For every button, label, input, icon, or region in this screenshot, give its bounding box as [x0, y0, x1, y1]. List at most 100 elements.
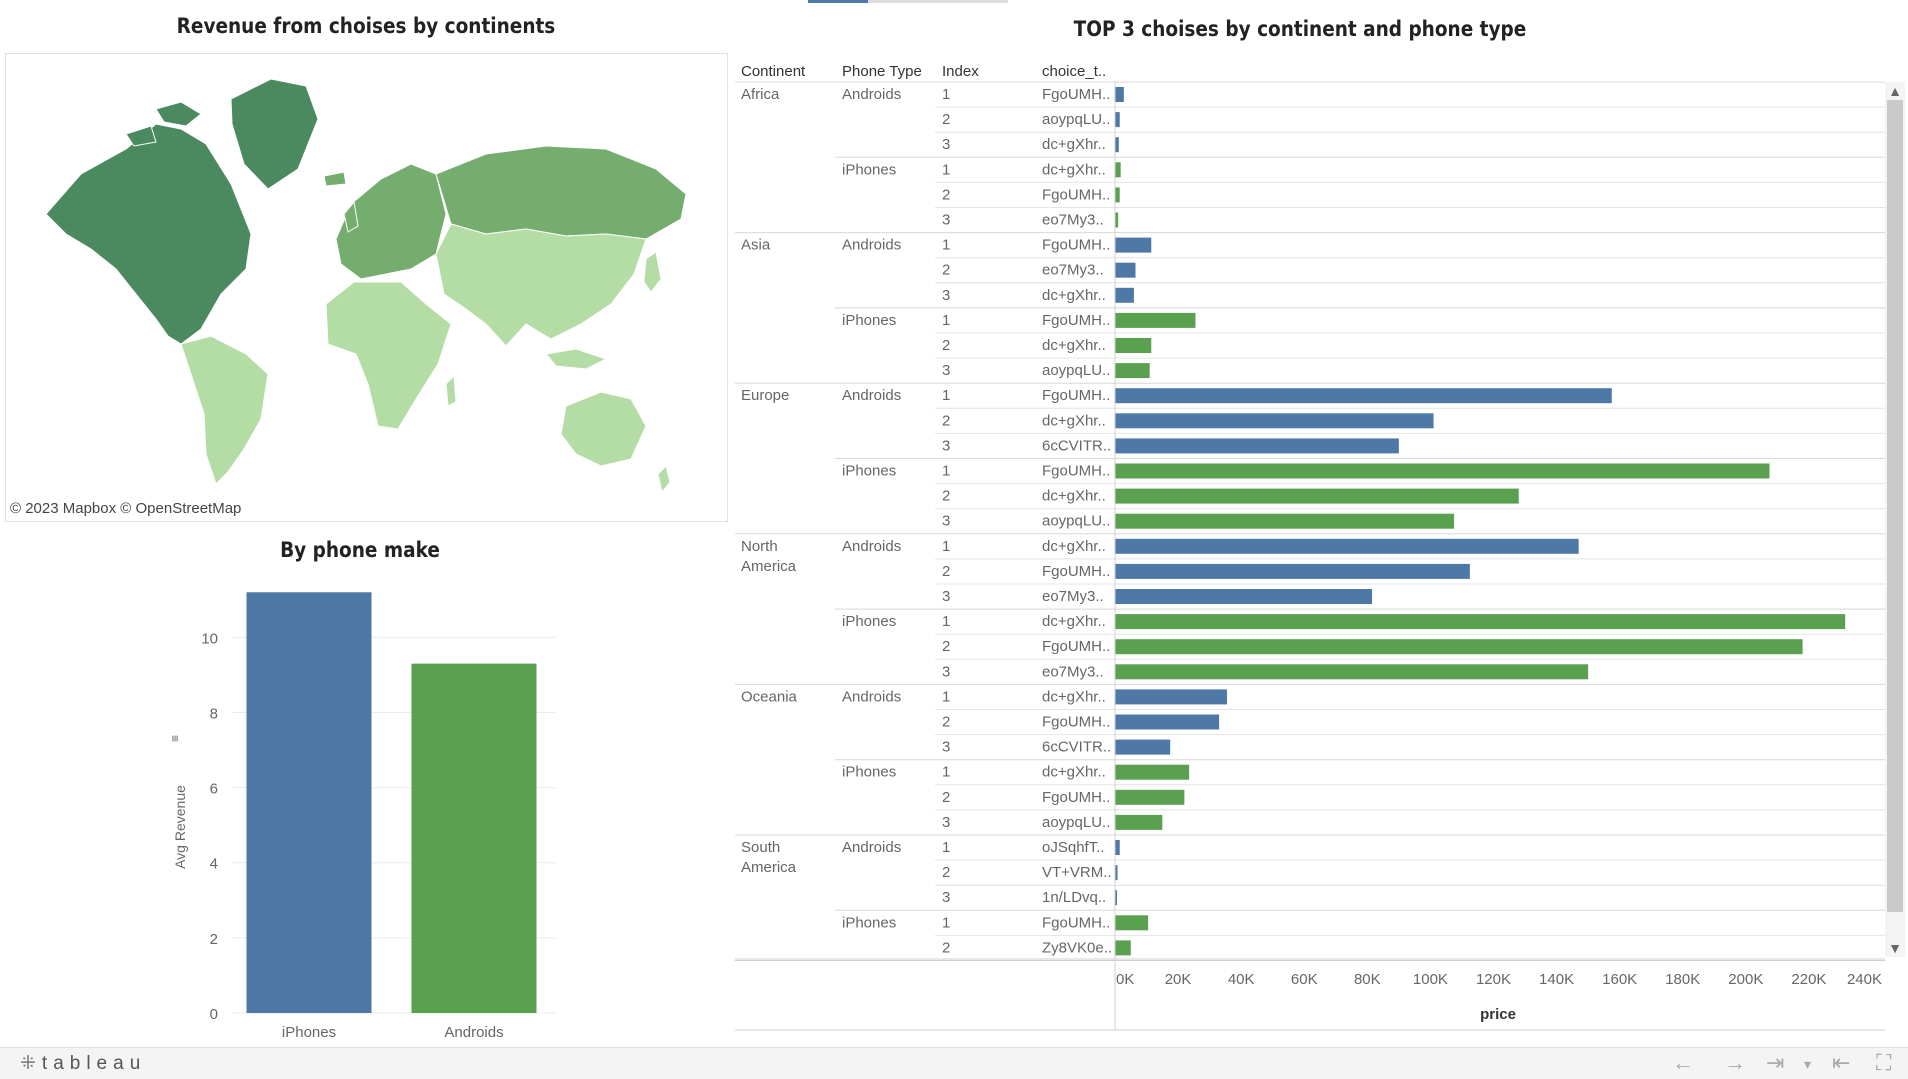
map-arctic-islands[interactable] — [125, 101, 202, 147]
price-bar[interactable] — [1115, 865, 1118, 881]
undo-icon[interactable]: ← — [1672, 1050, 1694, 1075]
price-bar[interactable] — [1115, 915, 1149, 931]
map-iceland[interactable] — [323, 171, 347, 187]
map-north-america[interactable] — [45, 123, 252, 345]
price-bar[interactable] — [1115, 212, 1119, 228]
index-label: 1 — [942, 161, 950, 178]
map-europe[interactable] — [335, 163, 447, 280]
index-label: 1 — [942, 914, 950, 931]
price-bar[interactable] — [1115, 940, 1131, 956]
fullscreen-icon[interactable]: ⛶ — [1876, 1050, 1892, 1075]
map-madagascar[interactable] — [445, 374, 457, 407]
map-se-asia-islands[interactable] — [545, 348, 608, 370]
header-2[interactable]: Index — [942, 63, 979, 80]
price-bar[interactable] — [1115, 438, 1399, 454]
index-label: 3 — [942, 588, 950, 605]
price-bar[interactable] — [1115, 338, 1152, 353]
continent-label: Asia — [741, 237, 771, 254]
price-bar[interactable] — [1115, 563, 1470, 579]
revert-dropdown-icon[interactable]: ▾ — [1804, 1056, 1812, 1072]
choice-label: oJSqhfT.. — [1042, 839, 1105, 856]
reset-icon[interactable]: ⇤ — [1832, 1050, 1851, 1075]
scrollbar-thumb[interactable] — [1887, 100, 1903, 912]
choice-label: VT+VRM.. — [1042, 864, 1112, 881]
index-label: 1 — [942, 86, 950, 103]
map-new-zealand[interactable] — [657, 465, 671, 494]
choice-label: aoypqLU.. — [1042, 513, 1110, 530]
index-label: 1 — [942, 688, 950, 705]
tableau-logo[interactable]: ⁜ tableau — [20, 1052, 146, 1075]
price-bar[interactable] — [1115, 488, 1519, 504]
index-label: 2 — [942, 111, 950, 128]
x-axis-label: price — [1480, 1006, 1516, 1023]
choice-label: aoypqLU.. — [1042, 362, 1110, 379]
price-bar[interactable] — [1115, 840, 1120, 855]
index-label: 3 — [942, 362, 950, 379]
price-bar[interactable] — [1115, 112, 1120, 128]
map-africa[interactable] — [325, 281, 452, 430]
price-bar[interactable] — [1115, 664, 1589, 680]
x-tick-label: 120K — [1476, 971, 1511, 988]
revert-icon[interactable]: ⇥ — [1766, 1050, 1785, 1075]
phone-make-bar-chart: 0 2 4 6 8 10 Avg Revenue ≡ iPhones Androids — [168, 592, 556, 1041]
price-bar[interactable] — [1115, 312, 1196, 328]
price-bar[interactable] — [1115, 137, 1119, 153]
index-label: 2 — [942, 412, 950, 429]
price-bar[interactable] — [1115, 388, 1612, 404]
price-bar[interactable] — [1115, 413, 1434, 429]
index-label: 1 — [942, 237, 950, 254]
choice-label: FgoUMH.. — [1042, 914, 1110, 931]
choice-label: dc+gXhr.. — [1042, 412, 1106, 429]
map-australia[interactable] — [560, 391, 647, 467]
index-label: 2 — [942, 789, 950, 806]
index-label: 1 — [942, 839, 950, 856]
price-bar[interactable] — [1115, 87, 1124, 102]
header-1[interactable]: Phone Type — [842, 63, 922, 80]
continent-label: America — [741, 558, 797, 575]
map-uk[interactable] — [343, 200, 359, 233]
price-bar[interactable] — [1115, 739, 1171, 755]
choice-label: FgoUMH.. — [1042, 563, 1110, 580]
choice-label: 6cCVITR.. — [1042, 739, 1111, 756]
map-south-america[interactable] — [180, 335, 269, 485]
dashboard-tab-indicator[interactable] — [808, 0, 1008, 3]
price-bar[interactable] — [1115, 714, 1220, 730]
x-tick-label: 220K — [1791, 971, 1826, 988]
phone-type-label: iPhones — [842, 312, 896, 329]
price-bar[interactable] — [1115, 639, 1803, 655]
price-bar[interactable] — [1115, 363, 1150, 379]
world-map[interactable] — [6, 54, 727, 521]
price-bar[interactable] — [1115, 538, 1579, 554]
price-bar[interactable] — [1115, 262, 1136, 278]
price-bar[interactable] — [1115, 789, 1185, 805]
price-bar[interactable] — [1115, 162, 1121, 178]
map-greenland[interactable] — [230, 78, 319, 190]
map-asia[interactable] — [435, 223, 647, 347]
redo-icon[interactable]: → — [1724, 1050, 1746, 1075]
bar-androids[interactable] — [411, 663, 537, 1013]
phone-type-label: Androids — [842, 538, 901, 555]
index-label: 1 — [942, 312, 950, 329]
sort-icon[interactable]: ≡ — [168, 735, 182, 742]
map-japan[interactable] — [643, 251, 662, 293]
price-bar[interactable] — [1115, 814, 1163, 830]
price-bar[interactable] — [1115, 689, 1227, 705]
price-bar[interactable] — [1115, 589, 1373, 604]
price-bar[interactable] — [1115, 463, 1770, 479]
header-3[interactable]: choice_t.. — [1042, 63, 1106, 80]
price-bar[interactable] — [1115, 513, 1455, 529]
continent-revenue-map[interactable]: © 2023 Mapbox © OpenStreetMap — [5, 53, 728, 522]
header-0[interactable]: Continent — [741, 63, 806, 80]
price-bar[interactable] — [1115, 890, 1117, 906]
choice-label: FgoUMH.. — [1042, 387, 1110, 404]
price-bar[interactable] — [1115, 764, 1190, 780]
choice-label: 1n/LDvq.. — [1042, 889, 1106, 906]
price-bar[interactable] — [1115, 614, 1846, 630]
bar-iphones[interactable] — [246, 592, 372, 1013]
price-bar[interactable] — [1115, 187, 1120, 203]
scroll-down-icon[interactable]: ▼ — [1888, 940, 1902, 956]
price-bar[interactable] — [1115, 287, 1134, 303]
top3-chart: Continent Phone Type Index choice_t.. Africa… — [735, 63, 1905, 1031]
price-bar[interactable] — [1115, 237, 1152, 253]
scroll-up-icon[interactable]: ▲ — [1888, 83, 1902, 99]
